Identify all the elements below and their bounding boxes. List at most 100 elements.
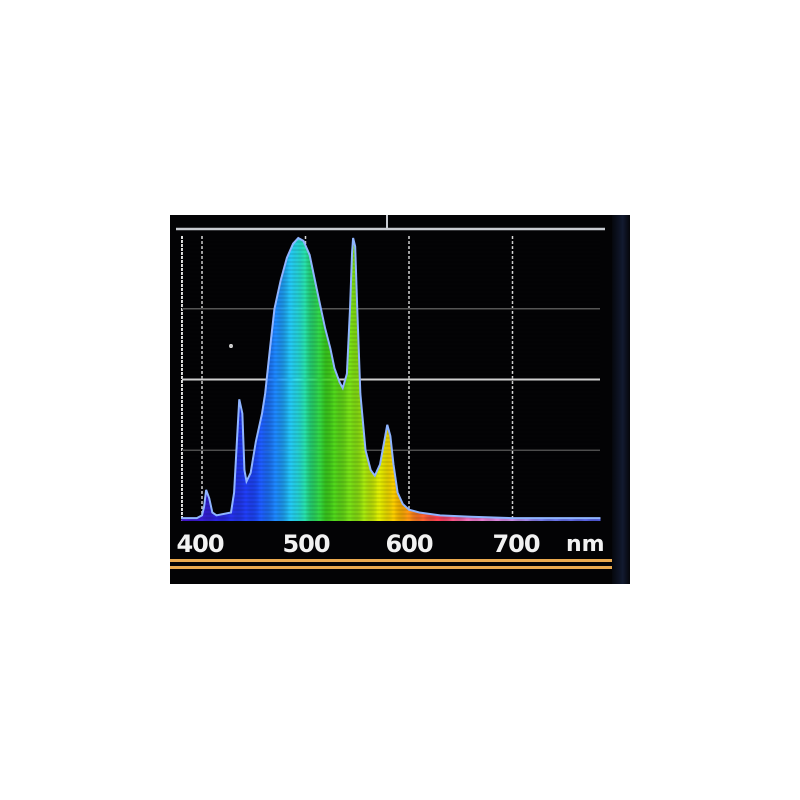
spectrum-bar [366, 456, 368, 521]
spectrum-bar [199, 516, 202, 521]
spectrum-bar [532, 518, 534, 521]
spectrum-bar [459, 516, 461, 521]
spectrum-bar [395, 482, 397, 521]
spectrum-bar [205, 494, 207, 521]
spectrum-bar [412, 510, 414, 521]
spectrum-bar [501, 517, 503, 521]
x-tick-label-400: 400 [176, 530, 224, 558]
spectrum-bar [397, 493, 399, 521]
spectrum-bar [441, 515, 443, 521]
spectrum-bar [396, 489, 398, 521]
spectrum-bar [528, 518, 530, 521]
spectrum-bar [361, 410, 363, 521]
spectrum-bar [246, 480, 248, 521]
spectrum-bar [312, 272, 314, 521]
spectrum-bar [442, 515, 444, 521]
spectrum-bar [239, 401, 241, 521]
spectrum-bar [419, 512, 421, 521]
spectrum-bar [211, 510, 213, 521]
spectrum-bar [233, 496, 235, 521]
spectrum-bar [330, 350, 332, 521]
spectrum-bar [370, 470, 372, 521]
spectrum-bar [550, 518, 552, 521]
spectrum-bar [186, 518, 188, 521]
spectrum-bar [197, 517, 199, 521]
spectrum-bar [326, 334, 328, 521]
spectrum-bar [315, 287, 317, 521]
spectrum-bar [449, 515, 451, 521]
spectrum-bar [563, 518, 565, 521]
spectrum-bar [267, 369, 269, 521]
spectrum-bar [504, 517, 506, 521]
spectrum-bar [319, 306, 322, 521]
spectrum-bar [559, 518, 561, 521]
screen-bezel-edge [612, 215, 630, 584]
spectrum-bar [518, 518, 520, 521]
spectrum-bar [585, 518, 588, 521]
spectrum-bar [393, 467, 395, 521]
spectrum-bar [324, 326, 326, 521]
spectrum-bar [536, 518, 538, 521]
spectrum-bar [384, 438, 386, 521]
spectrum-bar [200, 515, 203, 521]
spectrum-bar [542, 518, 544, 521]
spectrum-bar [328, 342, 330, 521]
spectrum-bar [553, 518, 555, 521]
spectrum-fill [181, 238, 601, 522]
spectrum-bar [474, 516, 476, 521]
spectrum-bar [548, 518, 550, 521]
spectrum-bar [322, 316, 324, 521]
spectrum-bar [316, 292, 318, 521]
spectrum-bar [561, 518, 563, 521]
spectrum-bar [362, 421, 364, 521]
spectrum-bar [302, 240, 304, 521]
spectrum-bar [270, 340, 272, 521]
spectrum-bar [593, 518, 595, 521]
spectrum-bar [337, 378, 339, 521]
spectrum-bar [492, 517, 494, 521]
spectrum-bar [285, 259, 287, 521]
spectrum-bar [565, 518, 567, 521]
spectrum-bar [356, 293, 358, 521]
spectrum-bar [276, 296, 278, 521]
spectrum-bar [193, 518, 195, 521]
spectrum-bar [416, 511, 418, 521]
spectrum-bar [343, 382, 345, 521]
spectrum-bar [364, 444, 366, 521]
spectrum-bar [400, 500, 402, 521]
spectrum-bar [448, 515, 450, 521]
spectrum-bar [462, 516, 464, 521]
spectrum-bar [473, 516, 475, 521]
spectrum-bar [229, 512, 232, 521]
spectrum-bar [313, 277, 315, 521]
spectrum-bar [222, 514, 224, 521]
spectrum-bar [433, 514, 435, 521]
spectrum-bar [434, 514, 436, 521]
spectrum-bar [470, 516, 472, 521]
spectrum-bar [427, 513, 429, 521]
spectrum-bar [342, 386, 344, 521]
spectrum-bar [288, 251, 291, 521]
spectrum-bar [555, 518, 558, 521]
spectrum-bar [213, 513, 215, 521]
spectrum-bar [249, 473, 251, 521]
spectrum-bar [198, 516, 200, 521]
spectrum-bar [425, 513, 427, 521]
spectrum-bar [382, 450, 384, 521]
spectrum-bar [573, 518, 575, 521]
spectrum-bar [543, 518, 545, 521]
spectrum-bar [571, 518, 573, 521]
spectrum-bar [407, 509, 410, 521]
spectrum-bar [551, 518, 553, 521]
spectrum-bar [517, 518, 519, 521]
spectrum-bar [291, 247, 293, 521]
spectrum-bar [477, 516, 479, 521]
spectrum-bar [450, 515, 452, 521]
spectrum-bar [254, 444, 256, 521]
spectrum-bar [599, 518, 601, 521]
spectrum-bar [437, 515, 440, 521]
spectrum-bar [570, 518, 572, 521]
spectrum-bar [238, 408, 240, 521]
spectrum-bar [508, 518, 510, 521]
spectrum-bar [472, 516, 474, 521]
